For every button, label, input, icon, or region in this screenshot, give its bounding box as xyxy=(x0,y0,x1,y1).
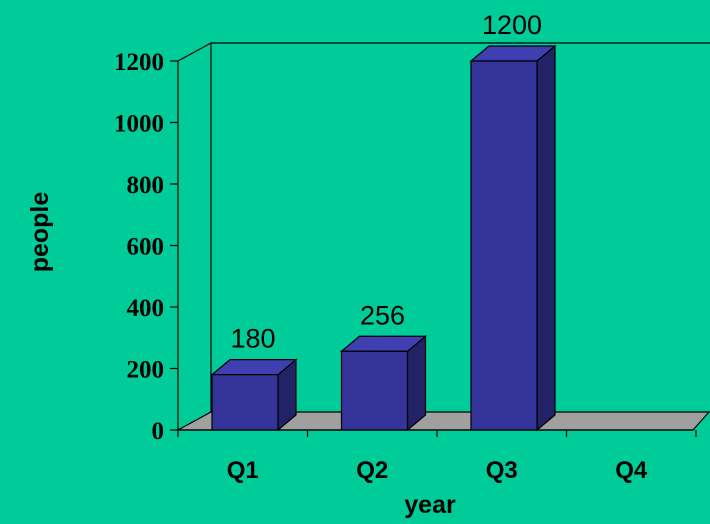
y-tick-label: 1200 xyxy=(114,49,164,76)
y-tick-label: 200 xyxy=(127,357,165,384)
x-tick-label: Q1 xyxy=(227,457,259,484)
bar-side-face xyxy=(536,44,556,432)
data-label: 180 xyxy=(230,324,275,354)
side-wall-top-edge xyxy=(177,42,212,62)
y-axis-title: people xyxy=(26,192,54,273)
x-axis-title: year xyxy=(404,491,456,519)
bar-q3 xyxy=(469,44,557,432)
y-tick-label: 600 xyxy=(127,234,165,261)
bars: 180 256 1200 xyxy=(210,10,557,432)
bar-front-face xyxy=(211,374,279,431)
data-label: 1200 xyxy=(482,10,542,40)
y-axis-ticks: 0 200 400 600 800 1000 1200 xyxy=(114,49,178,445)
x-tick-label: Q2 xyxy=(356,457,388,484)
bar-side-face xyxy=(406,334,427,432)
y-tick-label: 800 xyxy=(127,172,165,199)
y-tick-label: 1000 xyxy=(114,111,164,138)
x-axis-ticks: Q1 Q2 Q3 Q4 xyxy=(177,430,697,484)
bar-front-face xyxy=(470,60,538,431)
bar-q2 xyxy=(339,334,428,432)
y-tick-label: 0 xyxy=(152,418,165,445)
bar-q1 xyxy=(210,358,298,432)
x-tick-label: Q4 xyxy=(615,457,648,484)
x-tick-label: Q3 xyxy=(486,457,518,484)
y-tick-label: 400 xyxy=(127,295,165,322)
bar-front-face xyxy=(340,350,409,431)
data-label: 256 xyxy=(360,300,405,330)
